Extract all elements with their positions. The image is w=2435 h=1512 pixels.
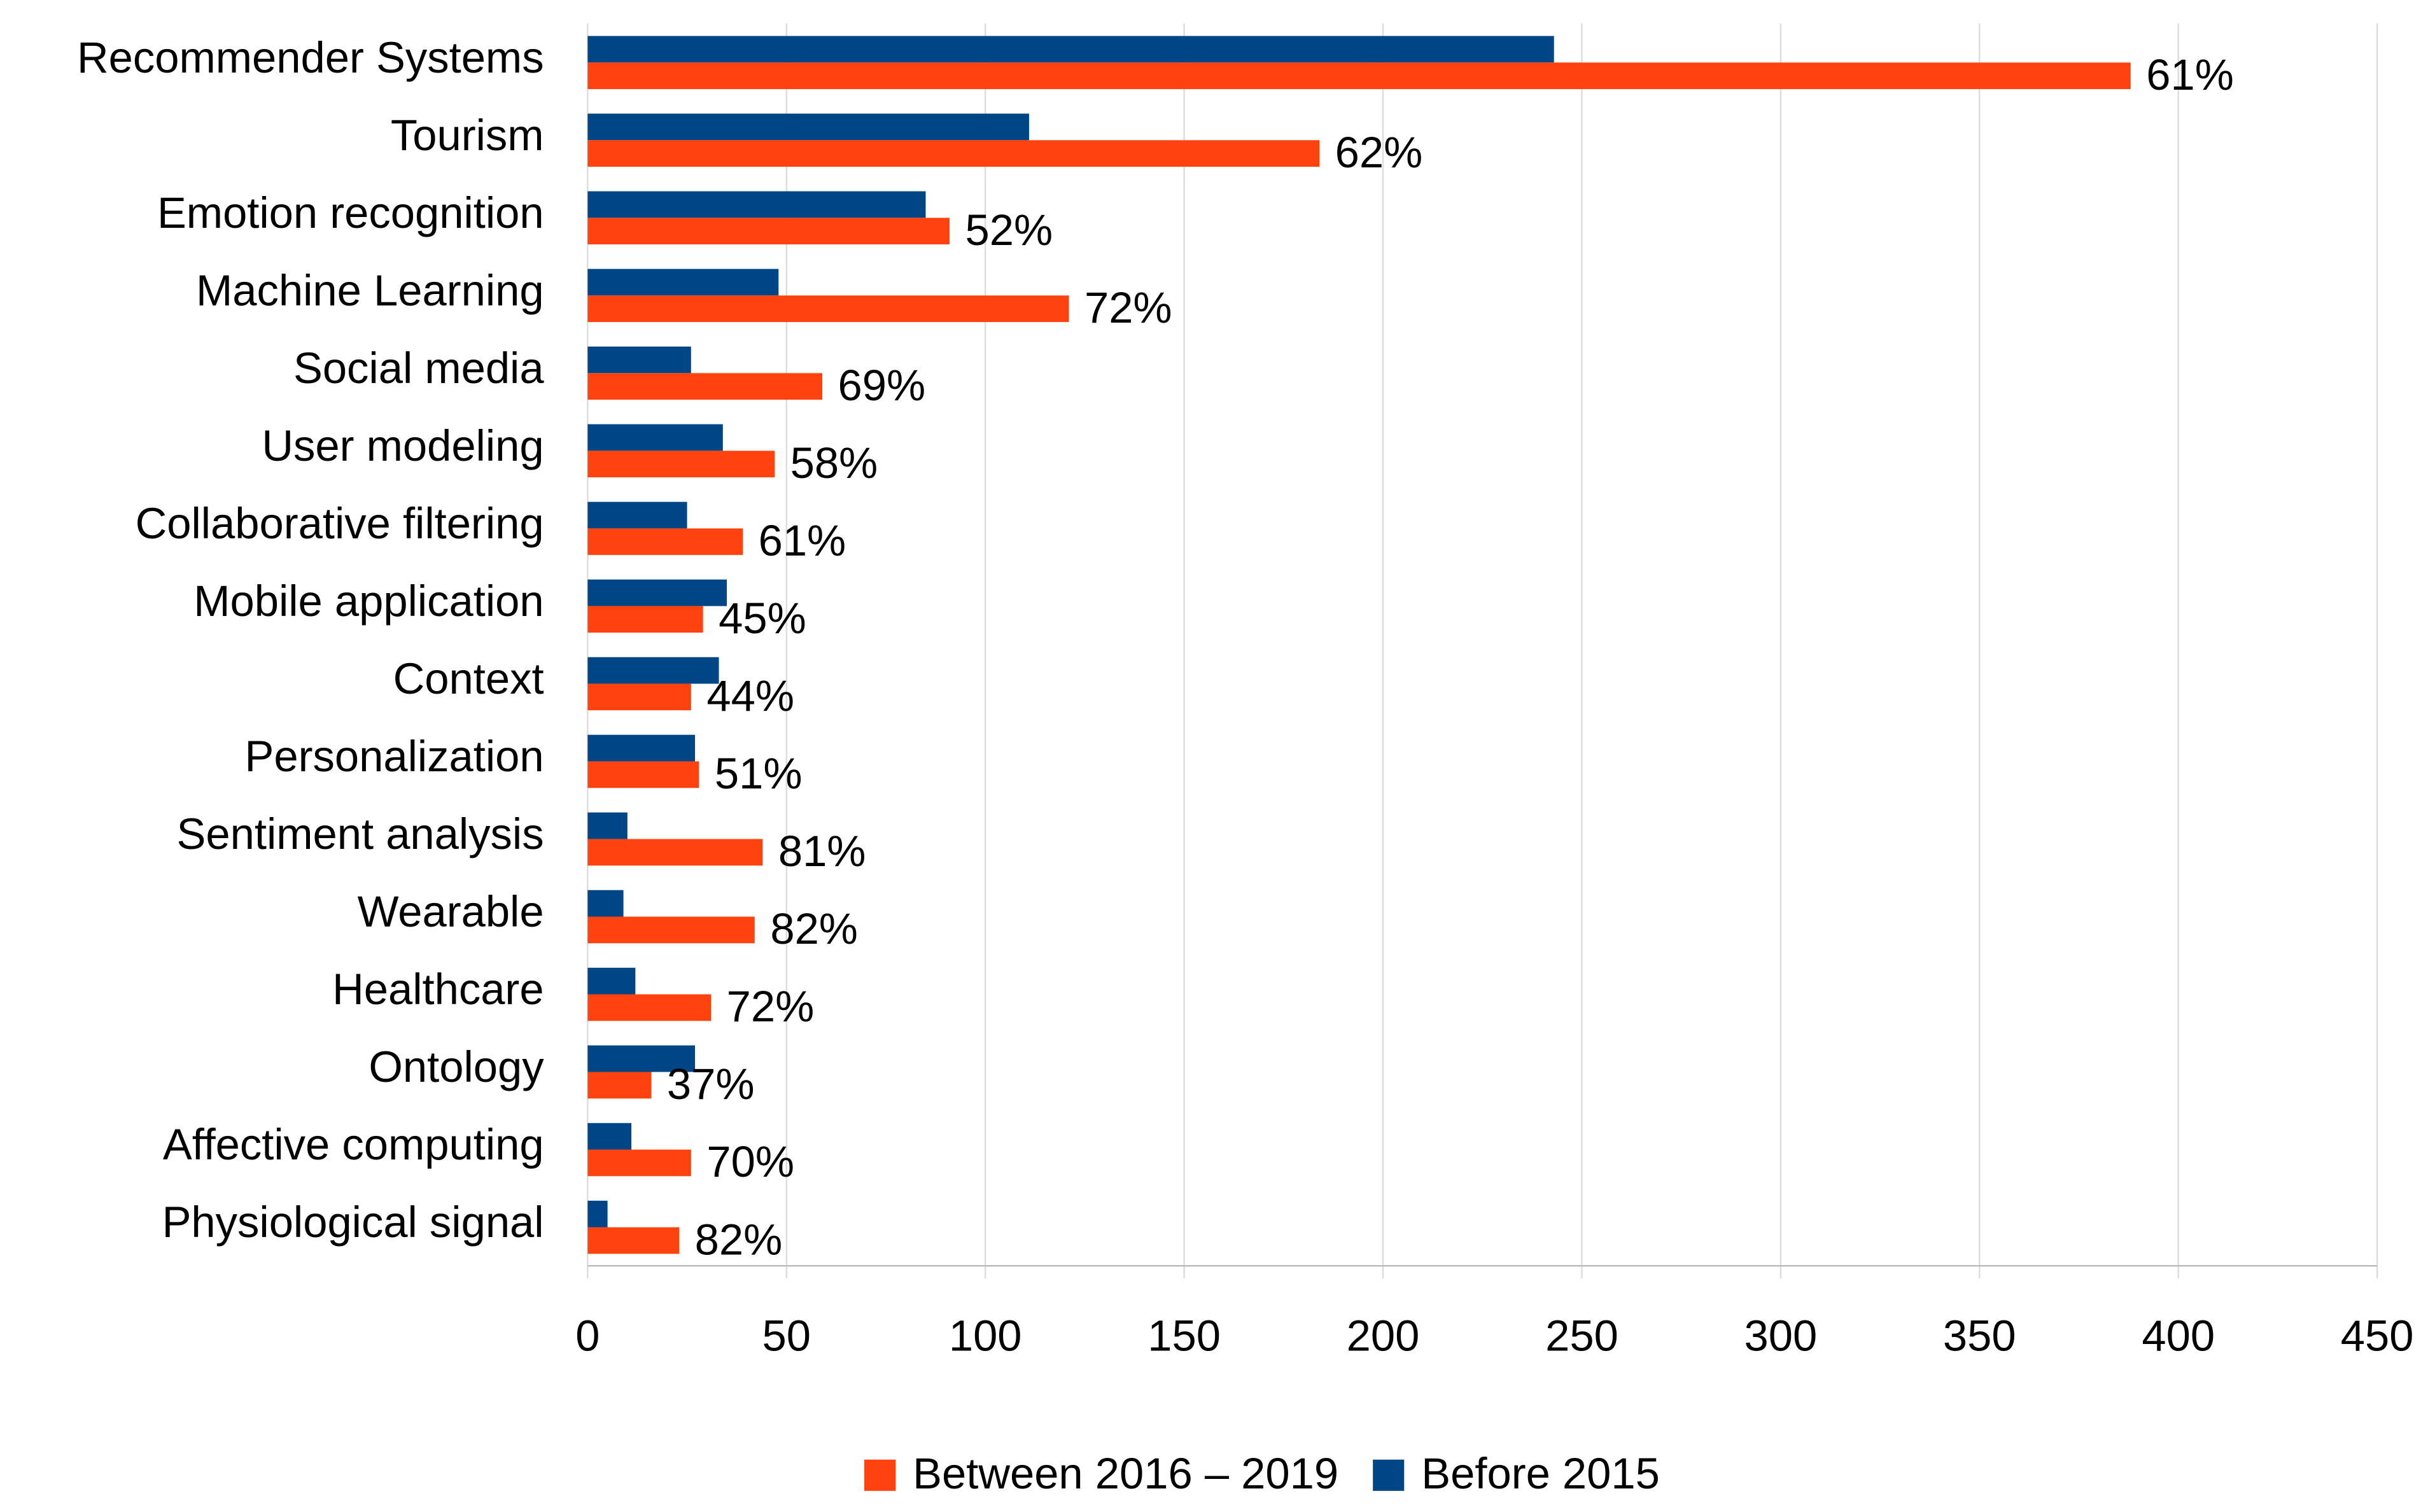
bar — [587, 295, 1069, 323]
legend-label: Before 2015 — [1421, 1449, 1660, 1498]
bar — [587, 501, 687, 529]
y-tick-label: Wearable — [358, 887, 544, 936]
y-tick-label: Physiological signal — [162, 1198, 544, 1247]
share-label: 82% — [770, 904, 858, 953]
bar — [587, 994, 712, 1021]
y-tick-label: Social media — [293, 344, 544, 393]
bar — [587, 62, 2131, 90]
bar — [587, 1227, 680, 1254]
bar — [587, 113, 1029, 141]
bar — [587, 579, 727, 606]
bar — [587, 916, 755, 944]
x-tick-label: 200 — [1347, 1312, 1420, 1361]
y-tick-label: Personalization — [245, 732, 544, 781]
bar — [587, 1123, 632, 1150]
legend-swatch — [1373, 1459, 1405, 1491]
x-tick-label: 400 — [2142, 1312, 2215, 1361]
bar — [587, 812, 628, 839]
legend-label: Between 2016 – 2019 — [913, 1449, 1338, 1498]
share-label: 72% — [727, 982, 815, 1031]
y-tick-label: Machine Learning — [196, 266, 544, 315]
share-label: 58% — [790, 438, 878, 487]
y-tick-label: Tourism — [391, 111, 544, 160]
share-label: 69% — [838, 361, 926, 410]
x-tick-label: 100 — [949, 1312, 1022, 1361]
bar — [587, 191, 926, 218]
y-tick-label: Mobile application — [193, 577, 544, 626]
bar — [587, 1149, 691, 1177]
bar — [587, 528, 743, 556]
share-label: 51% — [715, 749, 803, 798]
bar — [587, 734, 696, 762]
x-tick-label: 350 — [1943, 1312, 2016, 1361]
y-tick-label: Ontology — [368, 1042, 544, 1091]
bar — [587, 967, 636, 995]
y-tick-label: Emotion recognition — [157, 188, 544, 237]
x-tick-label: 450 — [2341, 1312, 2414, 1361]
bar — [587, 657, 719, 684]
share-label: 44% — [706, 671, 794, 720]
bar — [587, 839, 763, 866]
share-label: 61% — [759, 516, 846, 565]
bar — [587, 606, 703, 633]
bar — [587, 890, 624, 917]
y-tick-label: Collaborative filtering — [136, 499, 544, 548]
share-label: 70% — [706, 1137, 794, 1186]
share-label: 61% — [2146, 50, 2234, 99]
x-tick-label: 150 — [1147, 1312, 1221, 1361]
bar — [587, 36, 1554, 63]
y-tick-label: User modeling — [262, 421, 544, 470]
bar — [587, 683, 691, 711]
y-tick-label: Healthcare — [332, 965, 544, 1014]
x-tick-label: 300 — [1744, 1312, 1818, 1361]
bar — [587, 1200, 608, 1228]
legend-swatch — [864, 1459, 896, 1491]
bar — [587, 451, 775, 478]
share-label: 45% — [719, 594, 806, 643]
y-tick-label: Recommender Systems — [77, 33, 544, 82]
share-label: 72% — [1084, 283, 1172, 332]
y-tick-label: Affective computing — [163, 1120, 544, 1169]
share-label: 37% — [667, 1060, 755, 1109]
share-label: 52% — [965, 206, 1053, 255]
bar — [587, 269, 779, 296]
x-tick-label: 0 — [575, 1312, 600, 1361]
share-label: 81% — [778, 827, 866, 876]
y-tick-label: Sentiment analysis — [177, 809, 544, 858]
bar — [587, 140, 1320, 167]
bar — [587, 1072, 652, 1099]
bar — [587, 1045, 696, 1072]
bar — [587, 373, 823, 400]
bar — [587, 218, 950, 245]
share-label: 62% — [1335, 128, 1423, 177]
share-label: 82% — [695, 1215, 783, 1264]
bar — [587, 346, 691, 374]
y-tick-label: Context — [393, 654, 544, 703]
x-tick-label: 250 — [1545, 1312, 1618, 1361]
bar — [587, 424, 723, 451]
bar — [587, 761, 699, 788]
x-tick-label: 50 — [762, 1312, 811, 1361]
